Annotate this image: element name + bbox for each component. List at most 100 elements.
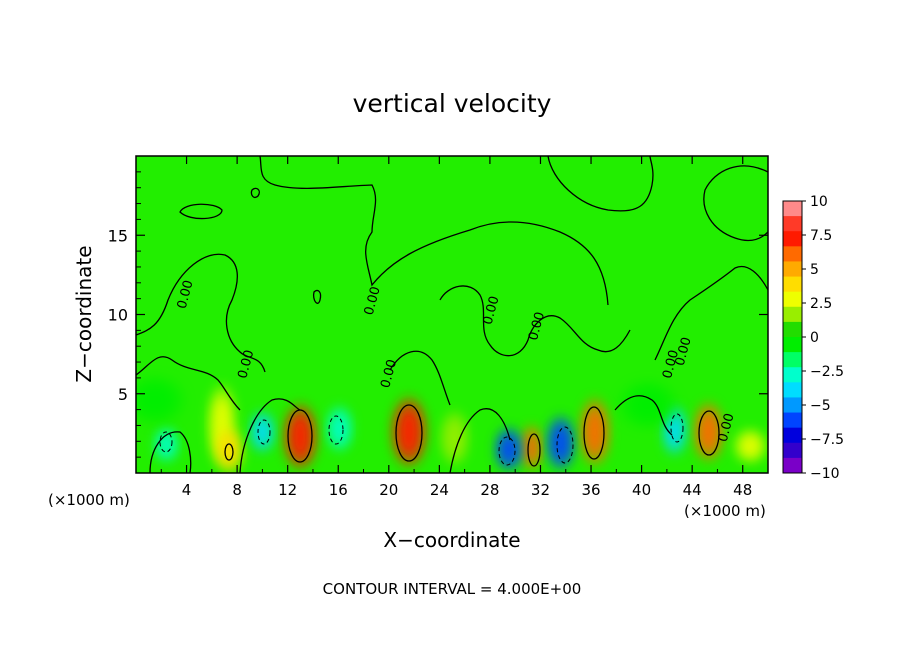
contour-label-2: 0.00 (362, 285, 384, 317)
x-axis: 4 8 12 16 20 24 28 32 36 40 44 48 (160, 156, 752, 499)
colorbar-swatch-1 (783, 216, 802, 232)
contour-base-mid (239, 398, 301, 473)
x-tick-label-10: 44 (683, 481, 702, 499)
colorbar-swatch-0 (783, 201, 802, 217)
y-axis: 5 10 15 (108, 171, 768, 458)
contour-label-3: 0.00 (378, 358, 400, 390)
field-core-5 (525, 431, 538, 464)
field-core-8 (445, 419, 464, 458)
field-core-1 (220, 434, 239, 467)
contour-zero-mid-right (439, 285, 631, 357)
colorbar-swatch-7 (783, 306, 802, 323)
velocity-field (136, 377, 766, 473)
x-tick-label-2: 12 (278, 481, 297, 499)
contour-min-4 (257, 419, 271, 445)
colorbar-label-0: 10 (810, 194, 828, 210)
colorbar-swatch-2 (783, 231, 802, 247)
x-unit-left: (×1000 m) (48, 491, 130, 509)
colorbar-label-2: 5 (810, 262, 819, 278)
contour-min-6 (159, 431, 173, 453)
colorbar-swatch-17 (783, 457, 802, 474)
contour-zero-top-left (259, 156, 609, 306)
colorbar: 10 7.5 5 2.5 0 −2.5 −5 −7.5 −10 (782, 194, 844, 482)
x-tick-label-9: 40 (632, 481, 651, 499)
contour-max-6 (224, 443, 234, 461)
contour-zero-small-2 (250, 187, 260, 199)
contour-zero-top-right (547, 156, 654, 212)
field-core-6 (699, 411, 719, 453)
colorbar-label-5: −2.5 (810, 364, 844, 380)
contour-lines (136, 156, 768, 473)
colorbar-swatch-13 (783, 397, 802, 414)
colorbar-label-1: 7.5 (810, 228, 832, 244)
colorbar-swatch-16 (783, 442, 802, 459)
field-core-13 (551, 423, 570, 462)
field-core-4 (585, 408, 605, 456)
y-tick-label-0: 5 (118, 385, 128, 404)
colorbar-label-7: −7.5 (810, 432, 844, 448)
colorbar-swatch-4 (783, 261, 802, 278)
contour-max-5 (698, 410, 720, 456)
field-core-11 (331, 412, 348, 445)
y-tick-label-1: 10 (108, 306, 128, 325)
x-tick-label-1: 8 (232, 481, 242, 499)
x-tick-label-6: 28 (480, 481, 499, 499)
x-tick-label-8: 36 (581, 481, 600, 499)
colorbar-swatch-14 (783, 412, 802, 429)
contour-zero-lower-right (614, 395, 673, 436)
contour-zero-lower-left (136, 356, 241, 411)
field-core-14 (666, 412, 683, 448)
colorbar-label-3: 2.5 (810, 296, 832, 312)
colorbar-swatch-11 (783, 367, 802, 383)
colorbar-swatch-5 (783, 276, 802, 293)
contour-label-1: 0.00 (235, 348, 257, 380)
y-axis-label: Z−coordinate (72, 245, 96, 382)
contour-min-2 (556, 426, 574, 464)
chart-title: vertical velocity (353, 89, 552, 118)
contour-zero-left-plume (136, 253, 266, 373)
contour-min-5 (670, 413, 684, 443)
contour-labels: 0.000.000.000.000.00 0.000.000.000.00 (175, 279, 738, 444)
contour-base-right (449, 408, 511, 473)
contour-label-5: 0.00 (526, 310, 548, 342)
colorbar-label-4: 0 (810, 330, 819, 346)
x-tick-label-0: 4 (182, 481, 192, 499)
x-tick-label-4: 20 (379, 481, 398, 499)
x-tick-label-7: 32 (531, 481, 550, 499)
x-axis-label: X−coordinate (383, 528, 520, 552)
field-core-7 (740, 434, 761, 458)
x-tick-label-5: 24 (430, 481, 449, 499)
field-core-16 (628, 388, 667, 421)
contour-max-3 (583, 406, 605, 460)
contour-zero-island (179, 203, 223, 220)
colorbar-swatch-10 (783, 352, 802, 368)
contour-label-6: 0.00 (660, 348, 682, 380)
contour-zero-right-plume (654, 265, 768, 361)
colorbar-swatch-6 (783, 291, 802, 308)
contour-zero-small-1 (312, 289, 322, 304)
contour-max-4 (527, 433, 541, 467)
y-tick-label-2: 15 (108, 226, 128, 245)
contour-zero-mid (389, 350, 451, 406)
contour-min-1 (498, 436, 516, 466)
x-tick-label-11: 48 (733, 481, 752, 499)
contour-label-4: 0.00 (481, 294, 503, 326)
contour-max-2 (395, 404, 423, 462)
colorbar-label-6: −5 (810, 398, 831, 414)
field-core-3 (397, 407, 421, 457)
field-core-12 (500, 434, 518, 465)
contour-interval: CONTOUR INTERVAL = 4.000E+00 (323, 580, 582, 598)
contour-label-0: 0.00 (175, 279, 197, 311)
colorbar-swatch-3 (783, 246, 802, 262)
contour-label-7: 0.00 (673, 336, 695, 368)
field-core-15 (136, 384, 174, 416)
contour-lines-negative (159, 413, 684, 466)
contour-min-3 (328, 415, 344, 445)
contour-zero-right (703, 165, 768, 242)
contour-base-left (149, 431, 192, 473)
x-unit-right: (×1000 m) (684, 502, 766, 520)
colorbar-swatch-12 (783, 382, 802, 398)
field-core-2 (289, 413, 312, 460)
